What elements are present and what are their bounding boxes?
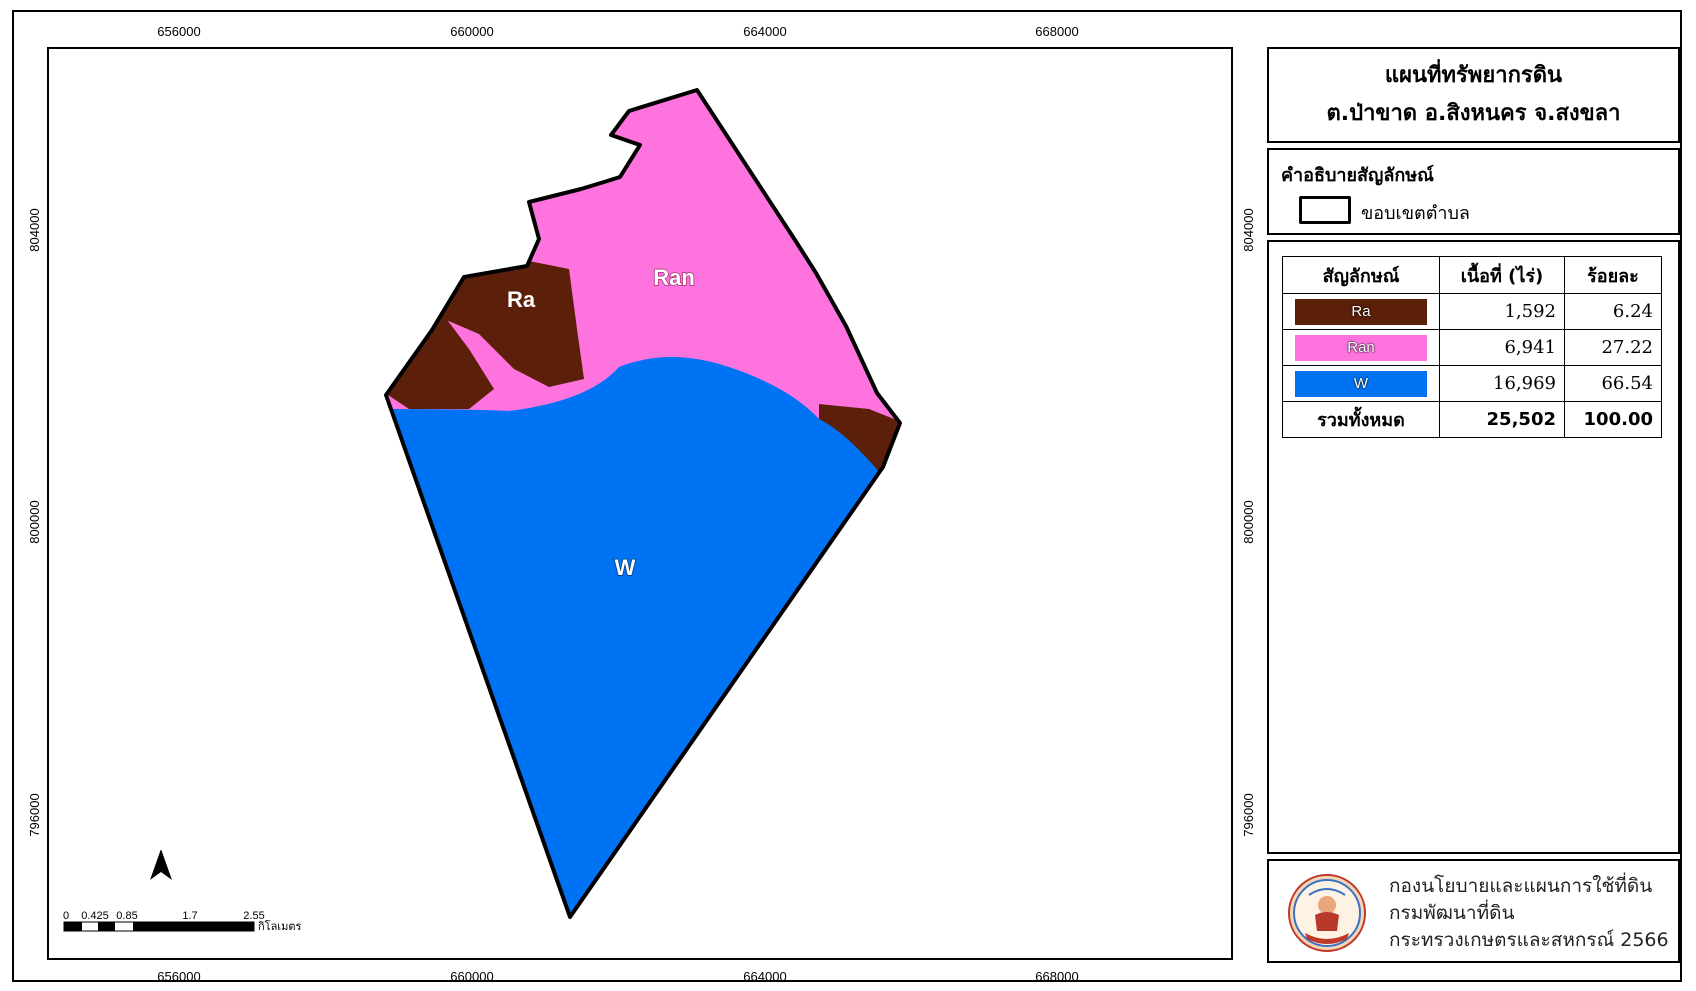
map-canvas[interactable]: Ra Ran W — [49, 49, 1233, 960]
area-table-box: สัญลักษณ์ เนื้อที่ (ไร่) ร้อยละ Ra 1,592… — [1267, 240, 1680, 854]
map-subtitle: ต.ป่าขาด อ.สิงหนคร จ.สงขลา — [1326, 101, 1621, 126]
scale-tick: 0.425 — [81, 910, 109, 922]
y-tick-left: 804000 — [27, 208, 42, 252]
percent-cell: 27.22 — [1564, 329, 1662, 366]
boundary-label: ขอบเขตตำบล — [1361, 203, 1470, 224]
total-label: รวมทั้งหมด — [1282, 401, 1440, 438]
scale-tick: 0 — [63, 910, 69, 922]
percent-cell: 66.54 — [1564, 365, 1662, 402]
map-label-w: W — [615, 555, 636, 580]
map-label-ra: Ra — [507, 287, 536, 312]
y-tick-right: 804000 — [1241, 208, 1256, 252]
x-tick-bottom: 660000 — [450, 969, 494, 984]
map-label-ran: Ran — [653, 265, 695, 290]
table-row: Ran 6,941 27.22 — [1282, 329, 1662, 366]
tambon-boundary — [384, 88, 902, 919]
credit-line-1: กองนโยบายและแผนการใช้ที่ดิน — [1389, 875, 1653, 897]
y-tick-left: 800000 — [27, 500, 42, 544]
table-header-row: สัญลักษณ์ เนื้อที่ (ไร่) ร้อยละ — [1282, 256, 1662, 294]
y-tick-right: 796000 — [1241, 793, 1256, 837]
north-arrow-icon — [150, 849, 172, 880]
table-total-row: รวมทั้งหมด 25,502 100.00 — [1282, 401, 1662, 438]
soil-unit-ra[interactable] — [379, 309, 494, 409]
symbol-cell: W — [1282, 365, 1440, 402]
total-percent: 100.00 — [1564, 401, 1662, 438]
x-tick-top: 664000 — [743, 24, 787, 39]
credit-line-3: กระทรวงเกษตรและสหกรณ์ 2566 — [1389, 929, 1669, 951]
soil-unit-w[interactable] — [349, 357, 889, 949]
y-tick-left: 796000 — [27, 793, 42, 837]
credit-box: กองนโยบายและแผนการใช้ที่ดิน กรมพัฒนาที่ด… — [1267, 859, 1680, 963]
scale-tick: 1.7 — [182, 910, 197, 922]
scale-tick: 2.55 — [243, 910, 264, 922]
area-cell: 1,592 — [1439, 293, 1565, 330]
x-tick-top: 656000 — [157, 24, 201, 39]
sheet-border — [12, 10, 1682, 982]
symbol-swatch-ra: Ra — [1295, 298, 1427, 325]
x-tick-top: 668000 — [1035, 24, 1079, 39]
percent-cell: 6.24 — [1564, 293, 1662, 330]
y-tick-right: 800000 — [1241, 500, 1256, 544]
map-title: แผนที่ทรัพยากรดิน — [1384, 63, 1563, 88]
scale-tick: 0.85 — [116, 910, 137, 922]
map-title-box: แผนที่ทรัพยากรดิน ต.ป่าขาด อ.สิงหนคร จ.ส… — [1267, 47, 1680, 143]
table-header: เนื้อที่ (ไร่) — [1439, 256, 1565, 294]
scale-bar: N 0 0.425 0.85 1.7 2.55 กิโลเมตร — [62, 837, 362, 945]
symbol-cell: Ra — [1282, 293, 1440, 330]
symbol-swatch-ran: Ran — [1295, 334, 1427, 361]
table-header: ร้อยละ — [1564, 256, 1662, 294]
map-frame[interactable]: Ra Ran W — [47, 47, 1233, 960]
x-tick-top: 660000 — [450, 24, 494, 39]
credit-line-2: กรมพัฒนาที่ดิน — [1389, 902, 1515, 924]
table-row: Ra 1,592 6.24 — [1282, 293, 1662, 330]
boundary-swatch — [1299, 196, 1351, 224]
table-row: W 16,969 66.54 — [1282, 365, 1662, 402]
legend-box: คำอธิบายสัญลักษณ์ ขอบเขตตำบล — [1267, 148, 1680, 235]
x-tick-bottom: 668000 — [1035, 969, 1079, 984]
soil-unit-ra[interactable] — [429, 259, 584, 387]
table-header: สัญลักษณ์ — [1282, 256, 1440, 294]
scale-unit: กิโลเมตร — [258, 919, 302, 933]
total-area: 25,502 — [1439, 401, 1565, 438]
symbol-cell: Ran — [1282, 329, 1440, 366]
legend-heading: คำอธิบายสัญลักษณ์ — [1281, 165, 1434, 186]
department-emblem-icon — [1288, 874, 1366, 952]
area-cell: 6,941 — [1439, 329, 1565, 366]
symbol-swatch-w: W — [1295, 370, 1427, 397]
area-cell: 16,969 — [1439, 365, 1565, 402]
x-tick-bottom: 664000 — [743, 969, 787, 984]
x-tick-bottom: 656000 — [157, 969, 201, 984]
area-table: สัญลักษณ์ เนื้อที่ (ไร่) ร้อยละ Ra 1,592… — [1282, 256, 1662, 438]
